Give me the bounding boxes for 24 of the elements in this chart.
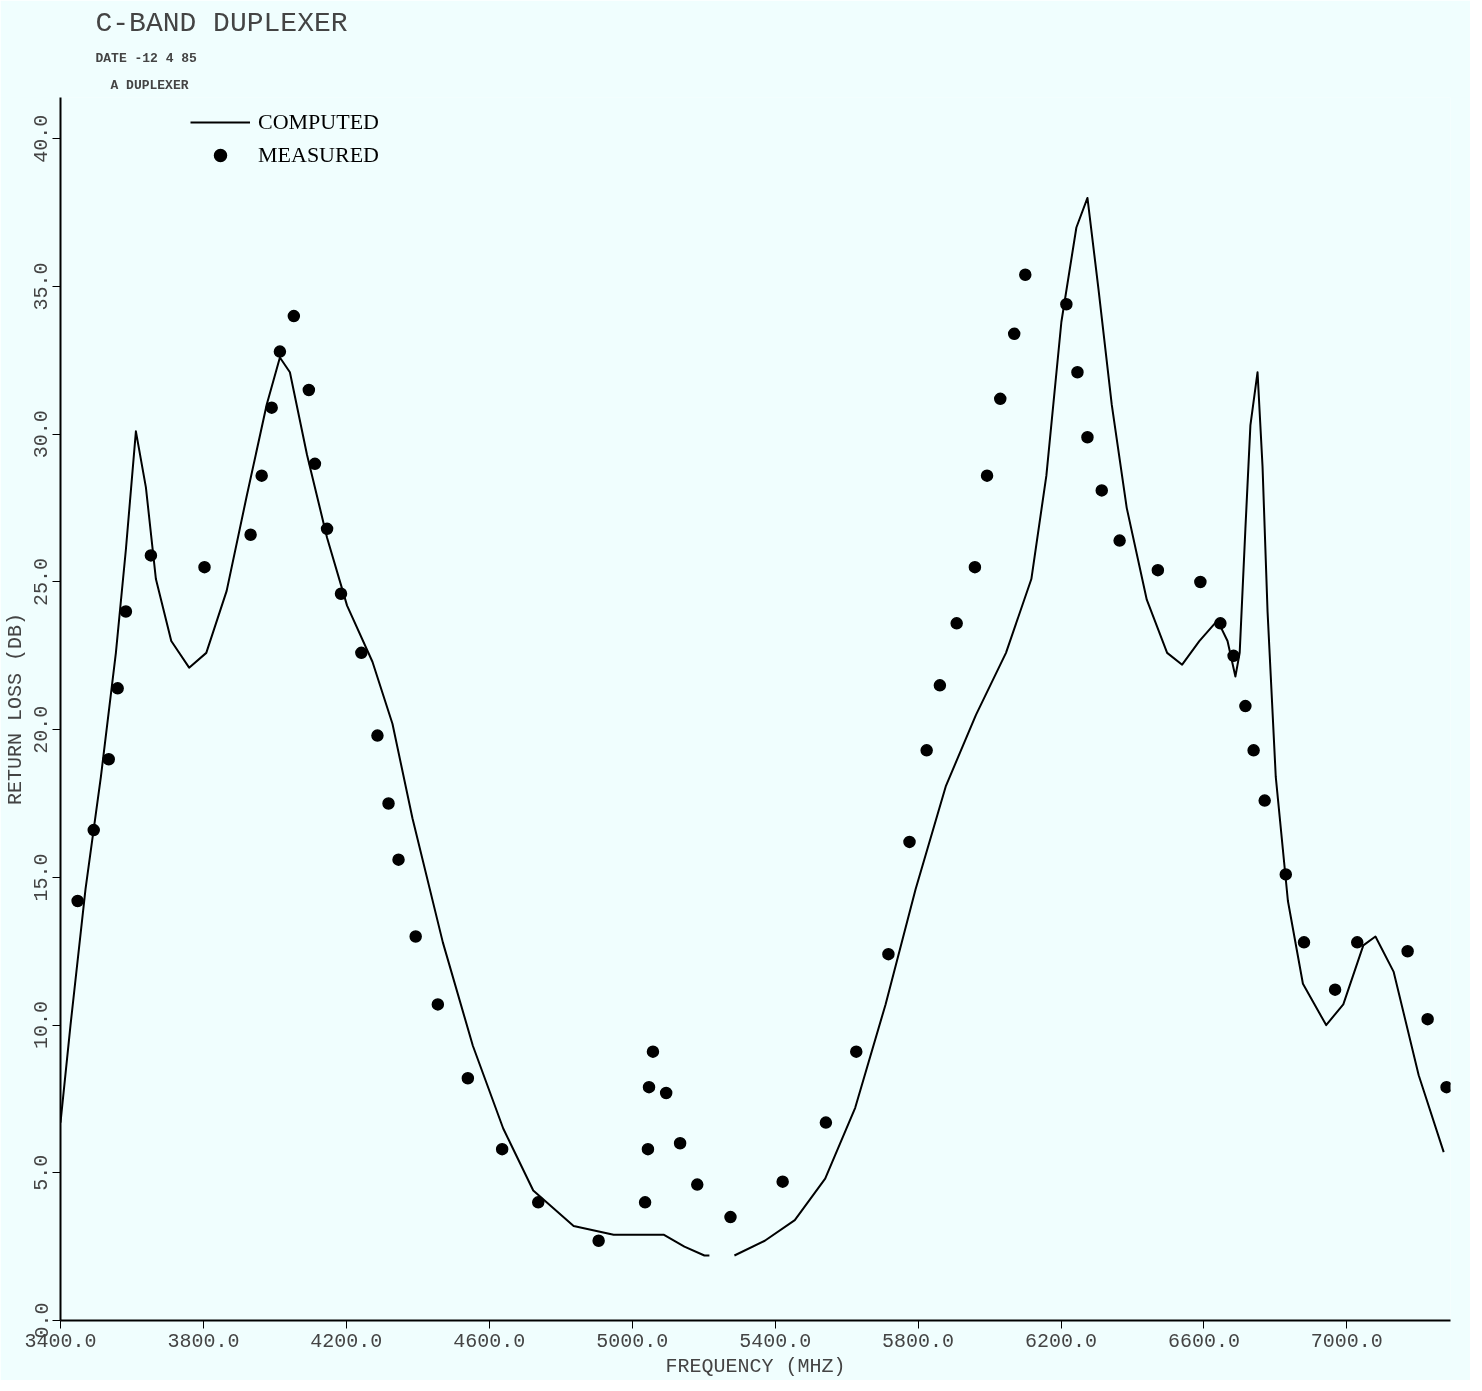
x-tick-label: 3800.0 (167, 1329, 240, 1353)
y-tick-label: 10.0 (30, 1001, 54, 1050)
y-tick-label: 15.0 (30, 853, 54, 902)
legend-label: COMPUTED (258, 109, 380, 135)
text: A DUPLEXER (110, 77, 189, 93)
x-tick-label: 5400.0 (739, 1329, 812, 1353)
y-tick-label: 5.0 (30, 1154, 54, 1191)
x-tick-label: 6200.0 (1025, 1329, 1098, 1353)
y-tick-label: 35.0 (30, 262, 54, 311)
x-tick-label: 5800.0 (882, 1329, 955, 1353)
y-tick-label: 20.0 (30, 705, 54, 754)
chart-title: C-BAND DUPLEXER (95, 7, 348, 39)
y-tick-label: 25.0 (30, 557, 54, 606)
legend-label: MEASURED (258, 142, 380, 168)
x-tick-label: 5000.0 (596, 1329, 669, 1353)
x-axis-title: FREQUENCY (MHZ) (665, 1354, 846, 1378)
x-tick-label: 4200.0 (310, 1329, 383, 1353)
y-axis-title: RETURN LOSS (DB) (3, 612, 27, 806)
x-tick-label: 7000.0 (1310, 1329, 1383, 1353)
y-tick-label: 30.0 (30, 410, 54, 459)
x-tick-label: 6600.0 (1167, 1329, 1240, 1353)
y-tick-label: 40.0 (30, 114, 54, 163)
x-tick-label: 4600.0 (453, 1329, 526, 1353)
chart-subtitle: DATE -12 4 85 (95, 50, 198, 66)
